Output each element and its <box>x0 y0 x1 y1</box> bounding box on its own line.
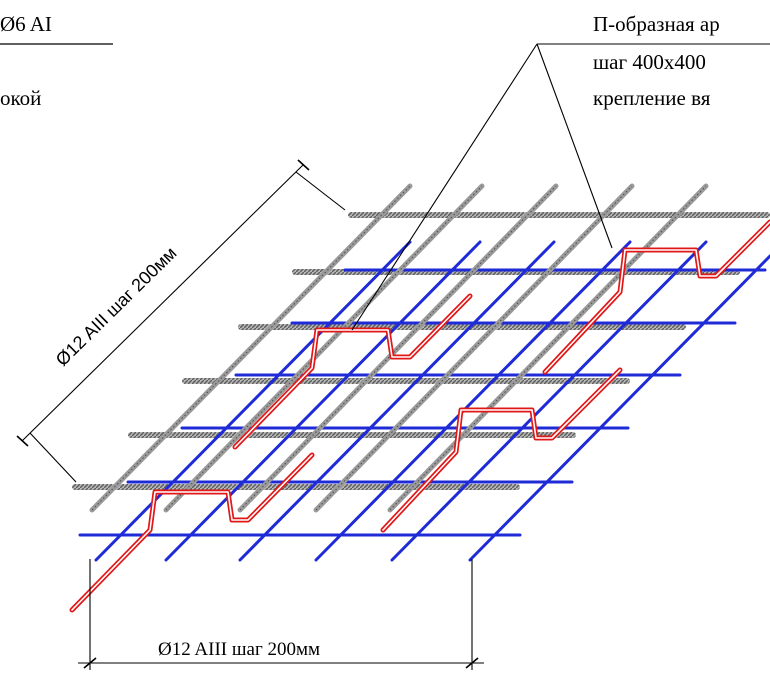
label-top-right-2: шаг 400х400 <box>593 50 706 74</box>
blue-diag <box>468 254 770 562</box>
dimension-diagonal <box>16 159 346 483</box>
grey-diag-layer <box>89 183 709 513</box>
grey-bar <box>348 212 770 218</box>
dimension-bottom <box>78 559 484 670</box>
red-spacer-layer <box>69 219 770 613</box>
grey-bar <box>72 484 520 490</box>
u-spacer <box>542 219 770 375</box>
grey-diag <box>89 183 413 513</box>
blue-diag <box>314 240 632 562</box>
dim-label-diagonal: Ø12 AIII шаг 200мм <box>52 243 181 370</box>
blue-diag <box>94 240 412 562</box>
u-spacer <box>69 452 315 613</box>
u-spacer <box>380 367 623 533</box>
blue-diag <box>390 240 708 562</box>
blue-rebar-layer <box>78 240 770 562</box>
grey-bar <box>182 378 630 384</box>
label-top-right-1: П-образная ар <box>593 12 720 36</box>
label-top-left-1: Ø6 AI <box>0 12 52 36</box>
blue-diag <box>238 240 556 562</box>
leader-lines <box>351 43 770 331</box>
dim-label-bottom: Ø12 AIII шаг 200мм <box>158 639 321 660</box>
label-top-left-2: окой <box>0 86 42 110</box>
blue-diag <box>164 240 482 562</box>
u-spacer <box>232 293 473 450</box>
grey-bar <box>128 432 576 438</box>
label-top-right-3: крепление вя <box>593 86 711 110</box>
